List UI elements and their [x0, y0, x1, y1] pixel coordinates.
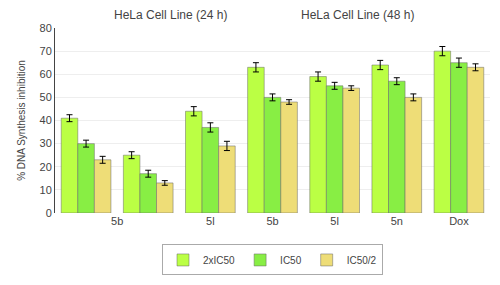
svg-text:2xIC50: 2xIC50 [203, 255, 235, 266]
svg-text:30: 30 [40, 137, 52, 149]
svg-text:50: 50 [40, 91, 52, 103]
svg-text:70: 70 [40, 45, 52, 57]
svg-text:0: 0 [46, 207, 52, 219]
svg-text:10: 10 [40, 184, 52, 196]
svg-text:HeLa Cell Line (24 h): HeLa Cell Line (24 h) [114, 8, 227, 22]
svg-text:80: 80 [40, 22, 52, 34]
svg-text:40: 40 [40, 114, 52, 126]
svg-text:5b: 5b [111, 215, 123, 227]
svg-text:IC50/2: IC50/2 [347, 255, 377, 266]
svg-text:5n: 5n [391, 215, 403, 227]
svg-text:HeLa Cell Line (48 h): HeLa Cell Line (48 h) [301, 8, 414, 22]
svg-text:Dox: Dox [449, 215, 469, 227]
svg-text:60: 60 [40, 68, 52, 80]
svg-text:5l: 5l [206, 215, 215, 227]
svg-text:5l: 5l [330, 215, 339, 227]
svg-text:IC50: IC50 [280, 255, 302, 266]
svg-text:5b: 5b [266, 215, 278, 227]
svg-text:20: 20 [40, 161, 52, 173]
svg-text:% DNA Synthesis inhibition: % DNA Synthesis inhibition [16, 60, 27, 181]
